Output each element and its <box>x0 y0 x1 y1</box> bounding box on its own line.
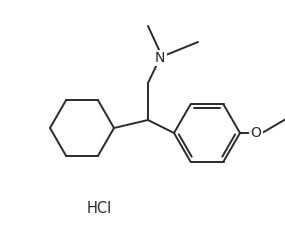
Text: N: N <box>155 51 165 65</box>
Text: HCl: HCl <box>87 201 112 216</box>
Text: O: O <box>251 126 261 140</box>
